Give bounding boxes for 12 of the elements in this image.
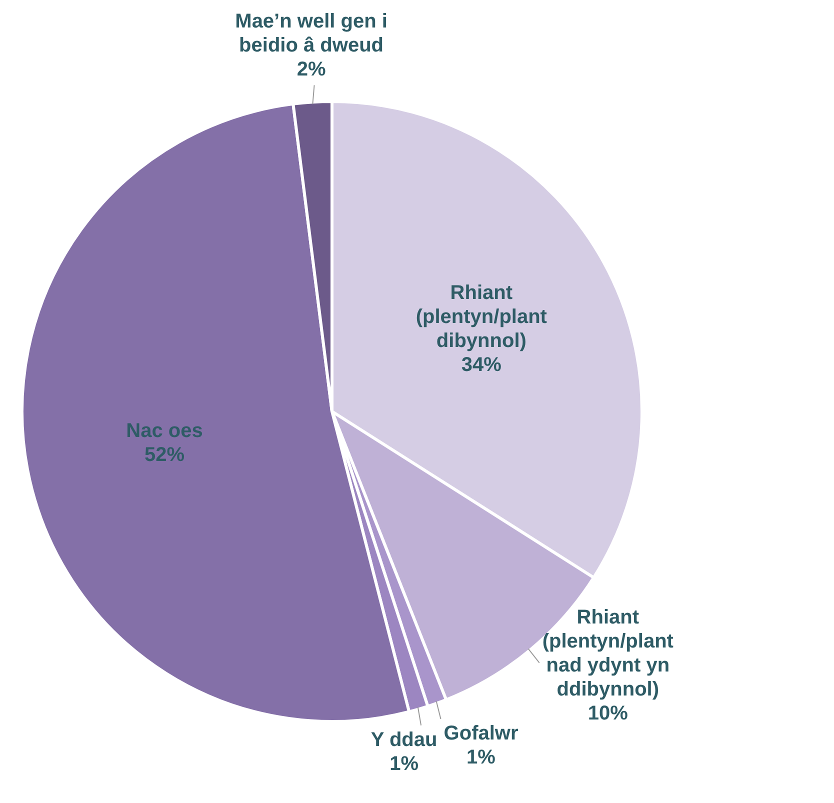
slice-label: Gofalwr (444, 722, 518, 745)
data-label: 34% (461, 354, 502, 376)
slice-label: Rhiant (plentyn/plant dibynnol) (416, 282, 548, 352)
data-label: 1% (466, 746, 496, 769)
data-label: 10% (588, 702, 628, 724)
slice-label: Rhiant (plentyn/plant nad ydynt yn ddibynnol) (542, 606, 674, 700)
slice-label: Y ddau (370, 728, 438, 751)
data-label: 2% (296, 58, 326, 81)
slice-label: Nac oes (126, 420, 203, 442)
data-label: 52% (144, 444, 185, 466)
data-label: 1% (390, 752, 419, 775)
slice-label: Mae’n well gen i beidio â dweud (235, 10, 388, 57)
